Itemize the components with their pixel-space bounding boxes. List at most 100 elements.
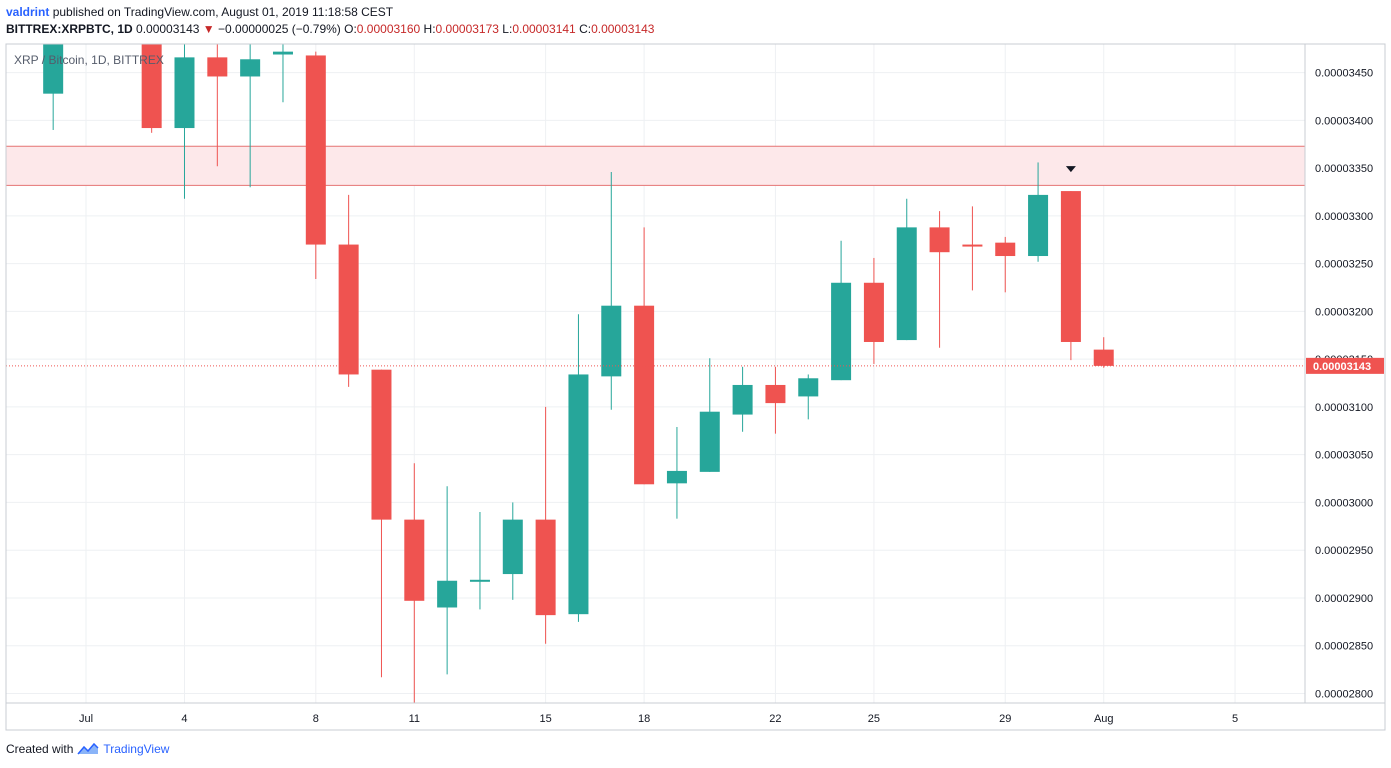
candle: [863, 257, 884, 364]
candle-body: [896, 227, 917, 341]
candle-body: [1060, 191, 1081, 342]
candle-body: [207, 57, 228, 77]
candle-body: [174, 57, 195, 129]
created-with-text: Created with: [6, 742, 74, 756]
y-tick-label: 0.00003300: [1315, 211, 1373, 223]
candle-body: [732, 384, 753, 415]
x-tick-label: Jul: [79, 713, 93, 725]
candle-body: [929, 227, 950, 253]
y-tick-label: 0.00003050: [1315, 450, 1373, 462]
candle-body: [765, 384, 786, 404]
candle: [469, 511, 490, 610]
candle: [1028, 162, 1049, 262]
symbol-label: BITTREX:XRPBTC, 1D: [6, 22, 133, 36]
candle-body: [863, 282, 884, 342]
candle-body: [699, 411, 720, 472]
x-tick-label: 22: [769, 713, 781, 725]
candle-body: [240, 59, 261, 77]
y-tick-label: 0.00003000: [1315, 497, 1373, 509]
y-tick-label: 0.00002800: [1315, 688, 1373, 700]
y-axis[interactable]: 0.00002800 0.00002850 0.00002900 0.00002950…: [1315, 68, 1373, 701]
candle: [272, 44, 293, 103]
candle: [207, 44, 228, 167]
author-link[interactable]: valdrint: [6, 5, 50, 19]
candle: [962, 206, 983, 291]
x-tick-label: 11: [409, 713, 420, 725]
candle: [43, 44, 64, 130]
y-tick-label: 0.00002900: [1315, 593, 1373, 605]
candle: [995, 236, 1016, 293]
candle: [601, 171, 622, 410]
candle-body: [141, 44, 162, 129]
candle: [305, 51, 326, 279]
x-axis[interactable]: Jul 4 8 11 15 18 22 25 29 Aug 5: [79, 713, 1238, 725]
candle-body: [601, 305, 622, 377]
resistance-zone: [6, 146, 1305, 186]
candle-body: [371, 369, 392, 520]
open-value: 0.00003160: [356, 22, 421, 36]
candle-body: [404, 519, 425, 601]
x-tick-label: 4: [181, 713, 187, 725]
x-tick-label: 29: [999, 713, 1011, 725]
candle-body: [305, 55, 326, 245]
candle-body: [43, 44, 64, 94]
x-tick-label: Aug: [1094, 713, 1114, 725]
tradingview-brand-link[interactable]: TradingView: [103, 742, 170, 756]
x-tick-label: 15: [539, 713, 551, 725]
candle-body: [272, 51, 293, 55]
open-label: O:: [344, 22, 357, 36]
candle: [699, 358, 720, 472]
change-value: −0.00000025 (−0.79%): [218, 22, 341, 36]
low-label: L:: [502, 22, 513, 36]
candle: [634, 227, 655, 485]
y-tick-label: 0.00003200: [1315, 306, 1373, 318]
last-price-tag: [1306, 357, 1384, 374]
x-tick-label: 25: [868, 713, 880, 725]
candle-body: [502, 519, 523, 575]
candle-body: [338, 244, 359, 375]
publish-info: valdrint published on TradingView.com, A…: [6, 5, 393, 19]
grid: [6, 44, 1305, 703]
change-arrow-icon: ▼: [202, 22, 215, 36]
candle: [338, 194, 359, 387]
tradingview-logo-icon: [77, 742, 99, 755]
candle: [1060, 191, 1081, 361]
candle: [502, 502, 523, 600]
candle: [896, 198, 917, 341]
candle-body: [995, 242, 1016, 257]
high-label: H:: [423, 22, 436, 36]
candles: [43, 44, 1114, 703]
axes: [5, 43, 1386, 731]
candle: [240, 44, 261, 188]
candle-body: [798, 378, 819, 397]
pane-title: XRP / Bitcoin, 1D, BITTREX: [14, 53, 164, 67]
candle: [929, 211, 950, 348]
y-tick-label: 0.00003400: [1315, 115, 1373, 127]
candle: [666, 426, 687, 519]
candle: [1093, 337, 1114, 368]
candle: [141, 44, 162, 133]
candle: [371, 369, 392, 678]
candle: [174, 44, 195, 199]
candle: [568, 314, 589, 622]
candle-body: [568, 374, 589, 615]
close-value: 0.00003143: [591, 22, 655, 36]
y-tick-label: 0.00002950: [1315, 545, 1373, 557]
candle-body: [1028, 194, 1049, 257]
last-price-tag-label: 0.00003143: [1313, 361, 1371, 373]
high-value: 0.00003173: [435, 22, 499, 36]
footer: Created with TradingView: [6, 742, 169, 756]
candle-body: [1093, 349, 1114, 366]
candle: [437, 486, 458, 675]
candle-body: [469, 579, 490, 582]
candle: [765, 366, 786, 434]
low-value: 0.00003141: [512, 22, 576, 36]
candle-body: [535, 519, 556, 616]
candle: [535, 406, 556, 644]
last-price-value: 0.00003143: [136, 22, 200, 36]
candle: [831, 240, 852, 381]
candle-body: [831, 282, 852, 381]
candle: [798, 374, 819, 420]
candle-body: [666, 470, 687, 484]
